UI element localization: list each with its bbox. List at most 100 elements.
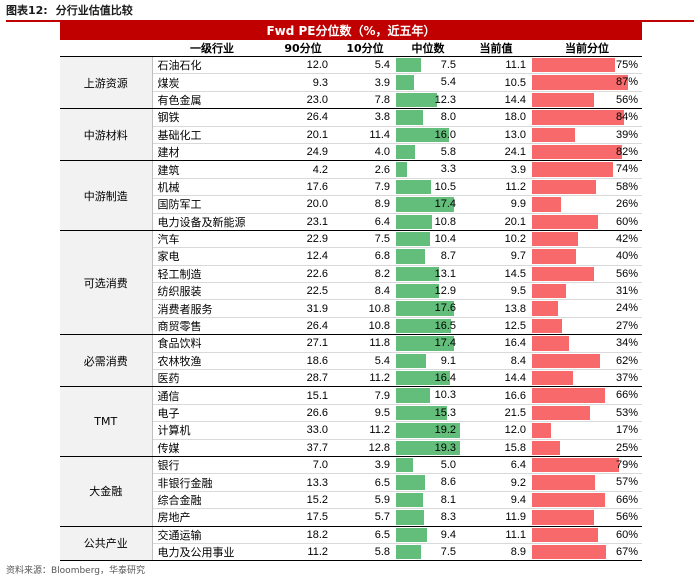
percentile-cell: 62% [532,352,642,371]
median-cell: 7.5 [396,543,460,562]
sector-label: 中游制造 [60,160,153,231]
industry-name: 消费者服务 [152,299,272,318]
median-cell: 17.4 [396,195,460,214]
current-value: 20.1 [460,213,532,231]
percentile-bar [532,197,561,212]
industry-name: 房地产 [152,508,272,527]
p90-value: 23.1 [272,213,334,231]
table-row: 大金融 银行 7.0 3.9 5.0 6.4 79% [60,456,642,527]
source-note: 资料来源：Bloomberg，华泰研究 [6,566,145,576]
median-bar [396,423,460,438]
p10-value: 10.8 [334,299,396,318]
p10-value: 8.4 [334,282,396,301]
percentile-bar [532,405,591,421]
header-industry: 一级行业 [152,40,272,57]
current-value: 11.1 [460,56,532,75]
median-cell: 3.3 [396,160,460,179]
percentile-cell: 31% [532,282,642,301]
median-cell: 15.3 [396,404,460,423]
percentile-bar [532,179,596,195]
current-value: 24.1 [460,143,532,162]
p90-value: 22.5 [272,282,334,301]
p90-value: 18.6 [272,352,334,371]
percentile-cell: 84% [532,108,642,127]
percentile-cell: 58% [532,178,642,197]
percentile-bar [532,249,576,264]
percentile-bar [532,301,559,316]
p10-value: 3.9 [334,73,396,92]
p10-value: 5.9 [334,491,396,510]
table-row: 家电 12.4 6.8 8.7 9.7 40% [60,247,642,266]
header-current-percentile: 当前分位 [532,40,642,57]
percentile-value: 75% [615,59,638,71]
median-bar [396,388,431,403]
industry-name: 电力设备及新能源 [152,213,272,231]
percentile-value: 66% [615,389,638,402]
median-value: 10.3 [434,389,456,402]
percentile-value: 66% [615,493,638,506]
median-value: 3.3 [440,163,456,176]
percentile-bar [532,284,567,299]
industry-name: 石油石化 [152,56,272,75]
p10-value: 10.8 [334,317,396,336]
median-value: 10.5 [434,180,456,193]
percentile-value: 62% [615,354,638,367]
median-bar [396,58,421,73]
table-row: 可选消费 汽车 22.9 7.5 10.4 10.2 42% [60,230,642,336]
current-value: 13.0 [460,126,532,144]
median-cell: 12.3 [396,91,460,110]
percentile-cell: 17% [532,421,642,440]
percentile-cell: 87% [532,73,642,92]
median-cell: 9.4 [396,526,460,544]
median-bar [396,475,425,490]
p10-value: 5.8 [334,543,396,562]
median-value: 7.5 [440,59,456,71]
industry-name: 纺织服装 [152,282,272,301]
industry-name: 钢铁 [152,108,272,127]
p90-value: 18.2 [272,526,334,544]
median-bar [396,457,413,473]
current-value: 9.4 [460,491,532,510]
percentile-cell: 56% [532,91,642,110]
sector-label: 中游材料 [60,108,153,162]
figure-title: 分行业估值比较 [55,4,133,17]
percentile-value: 79% [615,458,638,471]
median-bar [396,110,423,125]
percentile-cell: 60% [532,526,642,544]
industry-name: 通信 [152,386,272,405]
median-bar [396,127,450,142]
industry-name: 汽车 [152,230,272,249]
p90-value: 4.2 [272,160,334,179]
percentile-bar [532,127,575,142]
median-value: 10.8 [434,215,456,228]
median-bar [396,492,423,508]
percentile-bar [532,162,614,177]
median-value: 19.2 [434,424,456,437]
industry-name: 电子 [152,404,272,423]
median-bar [396,336,454,351]
p10-value: 11.2 [334,421,396,440]
percentile-value: 56% [615,267,638,280]
median-bar [396,527,428,542]
table-row: 公共产业 交通运输 18.2 6.5 9.4 11.1 60% [60,526,642,562]
industry-name: 非银行金融 [152,473,272,492]
industry-name: 建筑 [152,160,272,179]
header-p10: 10分位 [334,40,396,57]
percentile-cell: 79% [532,456,642,475]
percentile-cell: 53% [532,404,642,423]
current-value: 15.8 [460,439,532,457]
industry-name: 有色金属 [152,91,272,110]
percentile-value: 82% [615,145,638,158]
median-cell: 16.4 [396,369,460,388]
table-row: 国防军工 20.0 8.9 17.4 9.9 26% [60,195,642,214]
sector-label: 可选消费 [60,230,153,336]
p10-value: 4.0 [334,143,396,162]
current-value: 12.5 [460,317,532,336]
table-row: 综合金融 15.2 5.9 8.1 9.4 66% [60,491,642,510]
p90-value: 24.9 [272,143,334,162]
percentile-cell: 34% [532,334,642,353]
p10-value: 7.9 [334,386,396,405]
percentile-cell: 37% [532,369,642,388]
table-row: 基础化工 20.1 11.4 16.0 13.0 39% [60,126,642,144]
current-value: 13.8 [460,299,532,318]
